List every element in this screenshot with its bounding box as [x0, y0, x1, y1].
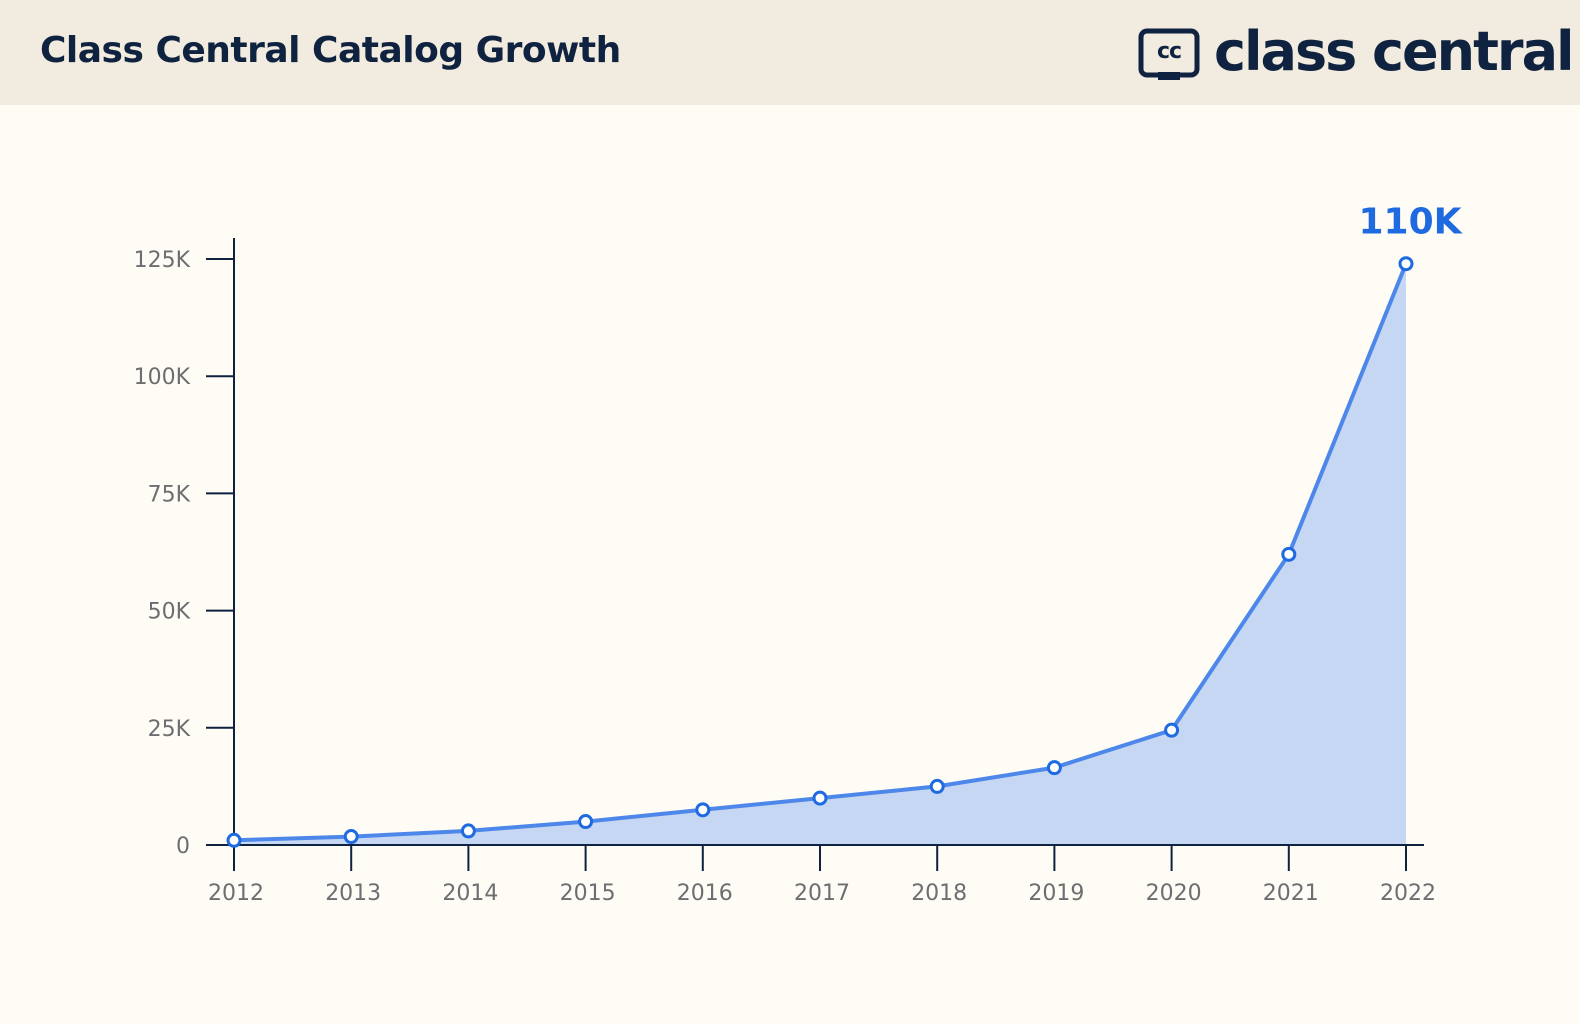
logo-wordmark: class central: [1214, 20, 1575, 83]
x-tick-label-2017: 2017: [794, 881, 850, 906]
x-tick-label-2015: 2015: [560, 881, 616, 906]
y-tick-label-125K: 125K: [134, 248, 191, 273]
data-point-2017: [812, 790, 828, 806]
catalog-growth-chart: 0 25K 50K 75K 100K 125K 2012 2013 2014 2015 2016 20…: [134, 202, 1463, 906]
x-tick-label-2022: 2022: [1380, 881, 1436, 906]
y-tick-label-0: 0: [176, 834, 190, 859]
x-tick-label-2013: 2013: [325, 881, 381, 906]
data-point-2019: [1046, 760, 1062, 776]
data-point-2021: [1281, 546, 1297, 562]
x-tick-label-2020: 2020: [1146, 881, 1202, 906]
page-title: Class Central Catalog Growth: [40, 30, 621, 71]
y-tick-label-50K: 50K: [148, 600, 191, 625]
x-tick-label-2016: 2016: [677, 881, 733, 906]
data-point-2016: [695, 802, 711, 818]
data-point-2013: [343, 829, 359, 845]
x-tick-label-2019: 2019: [1028, 881, 1084, 906]
data-point-2022: [1398, 256, 1414, 272]
x-tick-label-2018: 2018: [911, 881, 967, 906]
class-central-logo[interactable]: cc class central: [1138, 20, 1575, 84]
data-point-2015: [578, 814, 594, 830]
logo-mark-text: cc: [1156, 39, 1182, 64]
header-bar: Class Central Catalog Growth cc class ce…: [0, 0, 1580, 105]
cc-screen-icon: [1138, 28, 1200, 80]
area-fill: [234, 263, 1406, 845]
y-tick-label-100K: 100K: [134, 365, 191, 390]
annotation-2022: 110K: [1358, 202, 1462, 243]
x-tick-label-2021: 2021: [1263, 881, 1319, 906]
x-tick-label-2014: 2014: [442, 881, 498, 906]
data-point-2014: [460, 823, 476, 839]
y-tick-label-25K: 25K: [148, 717, 191, 742]
data-point-2020: [1164, 722, 1180, 738]
data-point-2018: [929, 778, 945, 794]
data-point-2012: [226, 832, 242, 848]
x-tick-label-2012: 2012: [208, 881, 264, 906]
y-tick-label-75K: 75K: [148, 482, 191, 507]
